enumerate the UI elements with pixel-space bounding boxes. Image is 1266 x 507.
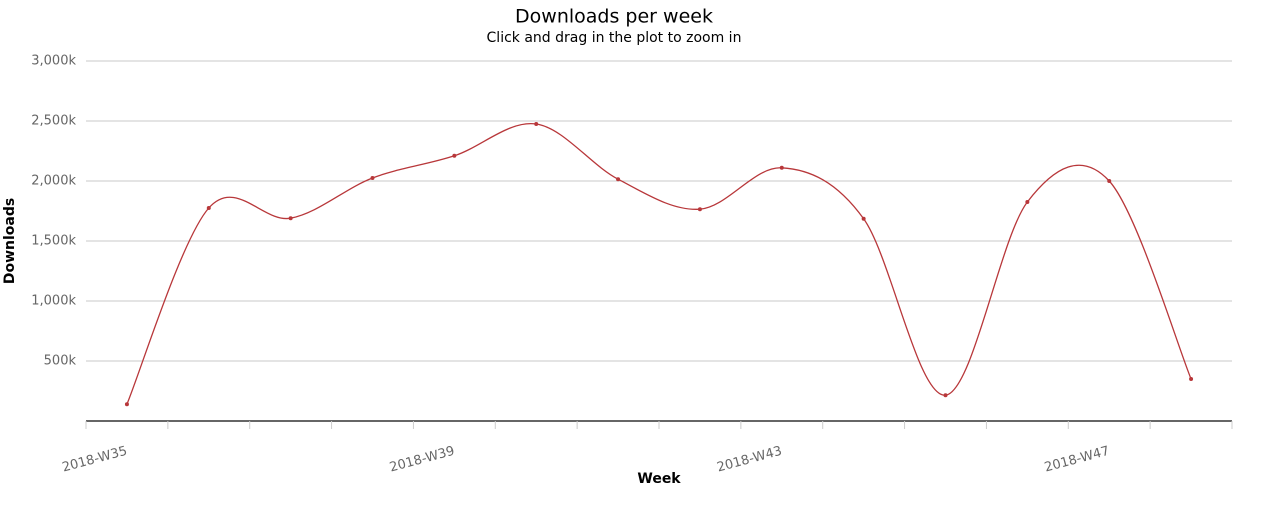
- line-series: [126, 123, 1192, 405]
- point: [124, 402, 129, 407]
- y-tick-label: 3,000k: [31, 54, 76, 69]
- x-axis-title: Week: [637, 471, 681, 487]
- y-axis-title: Downloads: [2, 198, 18, 284]
- point: [1025, 200, 1030, 204]
- point: [861, 216, 866, 221]
- point: [452, 153, 457, 158]
- point: [943, 393, 948, 398]
- point: [779, 165, 784, 170]
- point: [288, 216, 293, 221]
- chart-title: Downloads per week: [515, 6, 713, 28]
- point: [616, 177, 621, 182]
- point: [370, 176, 375, 180]
- point: [206, 206, 211, 210]
- x-tick-label: 2018-W47: [1043, 444, 1111, 476]
- y-tick-label: 500k: [44, 354, 77, 369]
- y-tick-label: 2,000k: [31, 174, 76, 189]
- y-tick-label: 1,000k: [31, 294, 76, 309]
- x-tick-label: 2018-W35: [61, 444, 129, 476]
- point: [1107, 179, 1112, 183]
- x-tick-label: 2018-W43: [715, 444, 783, 476]
- y-tick-label: 2,500k: [31, 114, 76, 129]
- point: [697, 207, 702, 212]
- x-tick-label: 2018-W39: [388, 444, 456, 476]
- y-tick-label: 1,500k: [31, 234, 76, 249]
- point: [1189, 377, 1194, 381]
- point: [534, 122, 539, 126]
- chart-subtitle: Click and drag in the plot to zoom in: [487, 30, 742, 46]
